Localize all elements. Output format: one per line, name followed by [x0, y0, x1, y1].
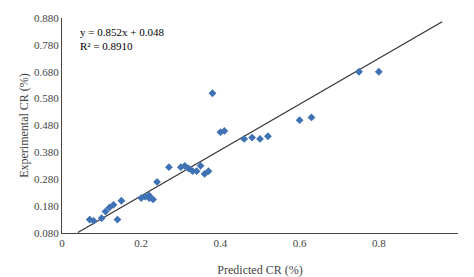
svg-text:0.080: 0.080 — [34, 227, 59, 239]
svg-text:0.380: 0.380 — [34, 146, 59, 158]
svg-text:0.280: 0.280 — [34, 173, 59, 185]
svg-text:0.2: 0.2 — [134, 237, 148, 249]
svg-text:Experimental CR (%): Experimental CR (%) — [17, 73, 31, 178]
svg-text:y = 0.852x + 0.048R² = 0.8910: y = 0.852x + 0.048R² = 0.8910 — [80, 26, 164, 52]
svg-text:0: 0 — [59, 237, 65, 249]
svg-text:0.480: 0.480 — [34, 119, 59, 131]
svg-text:0.6: 0.6 — [293, 237, 307, 249]
svg-text:Predicted CR (%): Predicted CR (%) — [217, 263, 302, 277]
svg-text:0.780: 0.780 — [34, 39, 59, 51]
svg-text:0.4: 0.4 — [214, 237, 228, 249]
svg-text:0.880: 0.880 — [34, 12, 59, 24]
svg-text:0.580: 0.580 — [34, 92, 59, 104]
svg-text:0.180: 0.180 — [34, 200, 59, 212]
svg-text:0.8: 0.8 — [372, 237, 386, 249]
svg-text:0.680: 0.680 — [34, 66, 59, 78]
